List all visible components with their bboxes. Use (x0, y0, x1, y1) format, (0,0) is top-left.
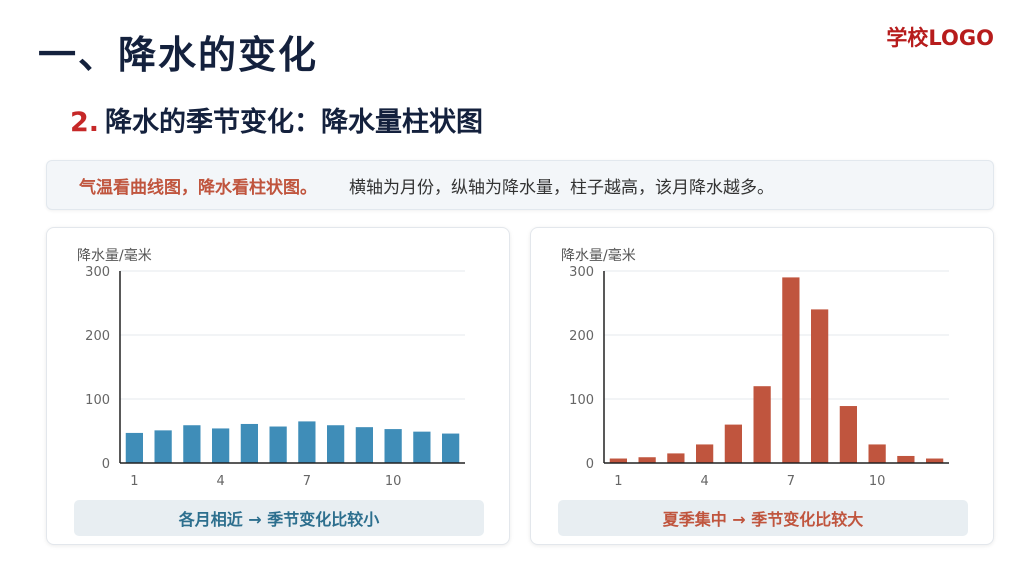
bar-month-10 (868, 444, 886, 463)
x-tick-label: 10 (869, 474, 886, 489)
page-title: 一、降水的变化 (38, 32, 319, 77)
bar-month-5 (724, 424, 742, 463)
bar-month-2 (154, 430, 172, 463)
bar-chart-even: 降水量/毫米 0 100 200 300 1 4 7 10 (77, 247, 465, 489)
y-tick-label: 300 (85, 265, 110, 280)
chart-card-concentrated: 降水量/毫米 0 100 200 300 1 4 7 10 夏季集中 → 季节变化比较大 (530, 227, 994, 545)
x-tick-label: 4 (700, 474, 708, 489)
chart-caption-even: 各月相近 → 季节变化比较小 (74, 500, 484, 536)
bar-month-7 (298, 421, 316, 463)
y-tick-label: 0 (586, 457, 594, 472)
bar-month-12 (442, 433, 460, 463)
bar-month-6 (269, 426, 287, 463)
bar-month-7 (782, 277, 800, 463)
subtitle-number: 2. (70, 107, 100, 138)
chart-caption-concentrated: 夏季集中 → 季节变化比较大 (558, 500, 968, 536)
bar-month-5 (240, 423, 258, 463)
bar-month-3 (183, 425, 201, 463)
x-tick-label: 1 (130, 474, 138, 489)
bar-month-11 (897, 455, 915, 463)
bar-chart-concentrated: 降水量/毫米 0 100 200 300 1 4 7 10 (561, 247, 949, 489)
bar-month-9 (839, 406, 857, 463)
bar-month-8 (327, 425, 345, 463)
y-tick-label: 100 (569, 393, 594, 408)
bar-month-3 (667, 453, 685, 463)
bar-month-2 (638, 457, 656, 463)
section-subtitle: 2. 降水的季节变化：降水量柱状图 (70, 100, 483, 139)
y-tick-label: 200 (85, 329, 110, 344)
bar-month-4 (696, 444, 714, 463)
y-axis-label: 降水量/毫米 (561, 247, 636, 264)
x-tick-label: 7 (787, 474, 795, 489)
bar-month-11 (413, 431, 431, 463)
bar-month-8 (811, 309, 829, 463)
bar-month-1 (125, 432, 143, 463)
y-tick-label: 200 (569, 329, 594, 344)
x-tick-label: 10 (385, 474, 402, 489)
note-text: 横轴为月份，纵轴为降水量，柱子越高，该月降水越多。 (349, 177, 774, 198)
x-tick-label: 4 (216, 474, 224, 489)
bar-month-1 (609, 458, 627, 463)
y-axis-label: 降水量/毫米 (77, 247, 152, 264)
note-highlight: 气温看曲线图，降水看柱状图。 (79, 177, 317, 198)
chart-card-even: 降水量/毫米 0 100 200 300 1 4 7 10 各月相近 → 季节变化比较小 (46, 227, 510, 545)
x-tick-label: 7 (303, 474, 311, 489)
bar-month-9 (355, 427, 373, 463)
bar-month-4 (212, 428, 230, 463)
x-tick-label: 1 (614, 474, 622, 489)
y-tick-label: 100 (85, 393, 110, 408)
school-logo: 学校LOGO (886, 26, 994, 50)
y-tick-label: 300 (569, 265, 594, 280)
bar-month-12 (926, 458, 944, 463)
bar-month-10 (384, 429, 402, 463)
note-bar: 气温看曲线图，降水看柱状图。 横轴为月份，纵轴为降水量，柱子越高，该月降水越多。 (46, 160, 994, 210)
y-tick-label: 0 (102, 457, 110, 472)
bar-month-6 (753, 386, 771, 463)
subtitle-text: 降水的季节变化：降水量柱状图 (105, 107, 484, 138)
